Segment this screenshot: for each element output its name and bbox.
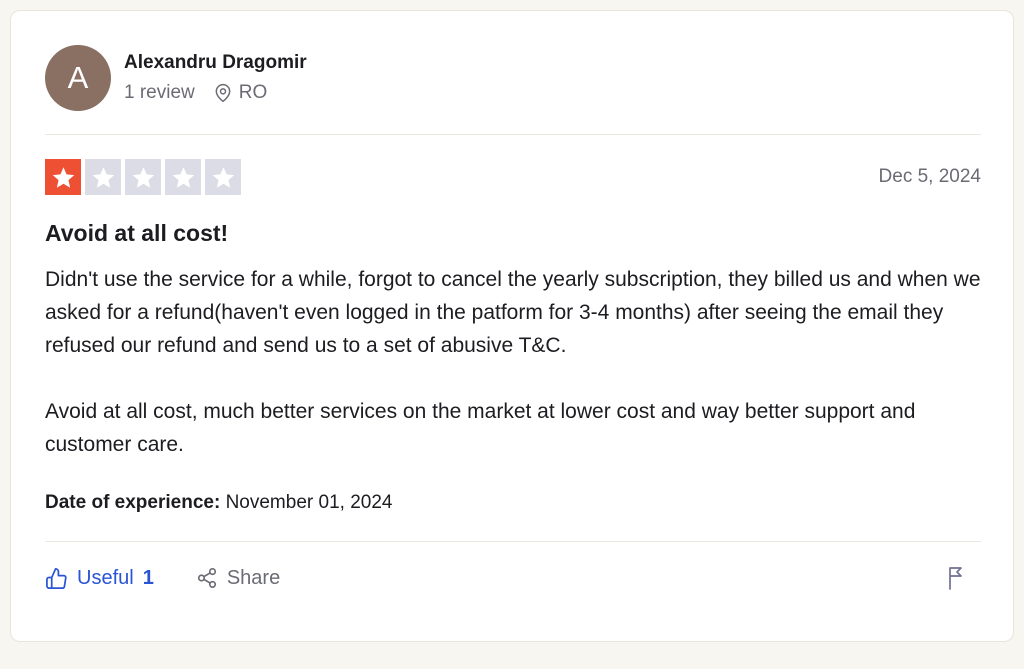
reviewer-header: A Alexandru Dragomir 1 review RO <box>45 45 981 111</box>
review-paragraph: Avoid at all cost, much better services … <box>45 400 916 456</box>
location-code: RO <box>238 82 268 103</box>
star-icon <box>205 159 241 195</box>
reviewer-meta: 1 review RO <box>124 82 307 104</box>
star-icon <box>165 159 201 195</box>
reviewer-name[interactable]: Alexandru Dragomir <box>124 52 307 73</box>
date-of-experience-value: November 01, 2024 <box>225 492 393 513</box>
star-icon <box>125 159 161 195</box>
rating-row: Dec 5, 2024 <box>45 159 981 195</box>
divider <box>45 541 981 542</box>
review-footer: Useful 1 Share <box>45 560 981 596</box>
star-icon <box>85 159 121 195</box>
useful-button[interactable]: Useful 1 <box>45 567 154 590</box>
share-button[interactable]: Share <box>196 567 280 590</box>
report-flag-button[interactable] <box>943 565 967 591</box>
useful-label: Useful <box>77 566 134 589</box>
reviewer-info: Alexandru Dragomir 1 review RO <box>124 52 307 104</box>
review-paragraph: Didn't use the service for a while, forg… <box>45 268 981 357</box>
share-label: Share <box>226 566 281 589</box>
location-pin-icon <box>213 83 233 103</box>
review-title[interactable]: Avoid at all cost! <box>45 220 229 246</box>
share-nodes-icon <box>196 567 218 589</box>
date-of-experience-label: Date of experience: <box>45 492 221 513</box>
star-rating <box>45 159 245 195</box>
review-card: A Alexandru Dragomir 1 review RO <box>10 10 1014 642</box>
date-of-experience: Date of experience: November 01, 2024 <box>45 491 981 515</box>
star-icon <box>45 159 81 195</box>
review-count: 1 review <box>124 82 195 103</box>
review-date: Dec 5, 2024 <box>878 166 981 187</box>
thumbs-up-icon <box>45 567 68 590</box>
flag-icon <box>943 565 967 591</box>
reviewer-location: RO <box>213 82 268 104</box>
divider <box>45 134 981 135</box>
avatar-initial: A <box>67 60 89 95</box>
useful-count: 1 <box>142 566 154 589</box>
avatar[interactable]: A <box>45 45 111 111</box>
